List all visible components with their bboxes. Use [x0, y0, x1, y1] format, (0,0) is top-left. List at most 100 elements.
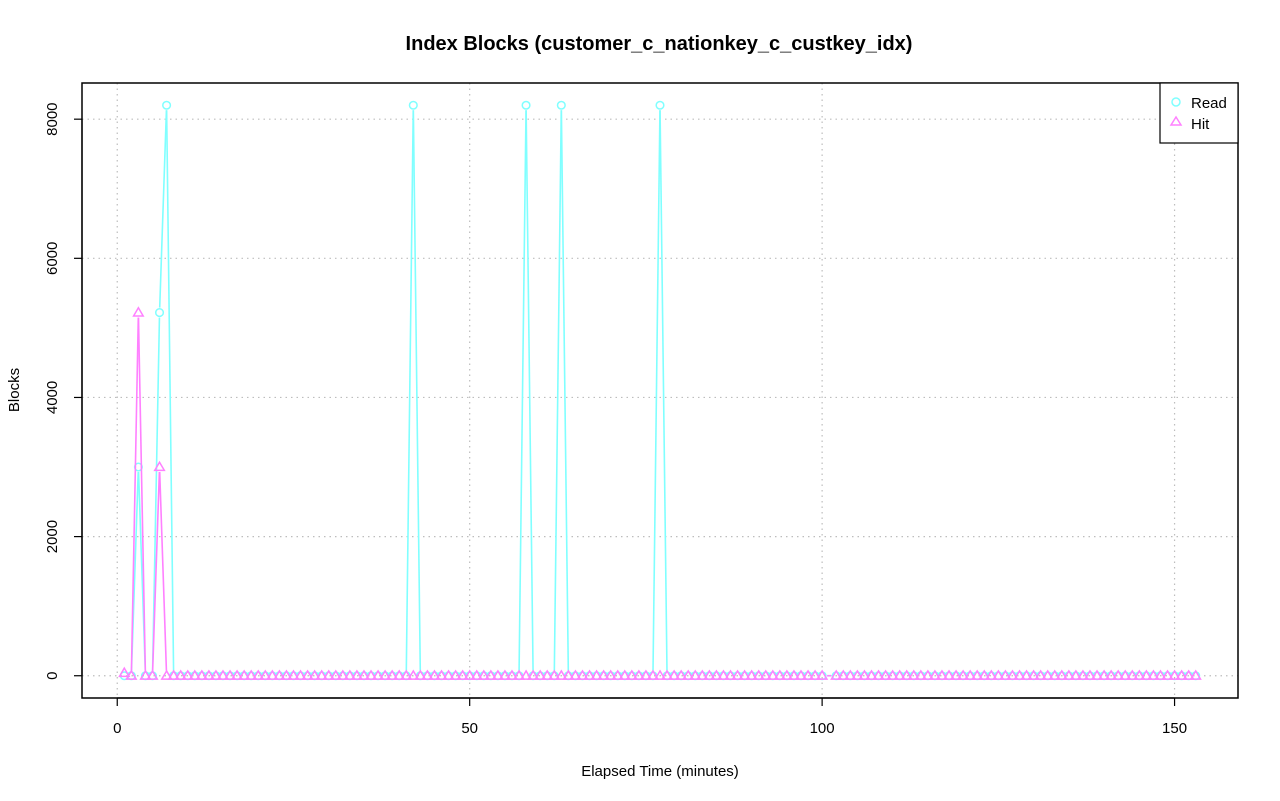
legend-read-marker	[1171, 97, 1181, 107]
series-segment	[130, 317, 140, 671]
data-point	[167, 669, 180, 680]
data-point	[858, 669, 871, 680]
legend-read-label: Read	[1191, 95, 1227, 112]
data-point	[449, 669, 462, 680]
data-point	[738, 669, 751, 680]
data-point	[745, 669, 758, 680]
data-point	[195, 669, 208, 680]
data-point	[245, 669, 258, 680]
data-point	[505, 669, 519, 680]
data-point	[1083, 669, 1097, 680]
data-point	[844, 669, 857, 680]
series-segment	[137, 317, 147, 671]
data-point	[576, 669, 589, 680]
data-point	[766, 669, 779, 680]
data-point	[865, 669, 878, 680]
data-point	[1062, 669, 1075, 680]
series-segment	[518, 110, 527, 671]
data-point	[1133, 669, 1146, 680]
data-point	[646, 669, 660, 680]
data-point	[308, 669, 321, 680]
data-point	[435, 669, 448, 680]
data-point	[266, 669, 279, 680]
series-segment	[151, 471, 161, 671]
series-segment	[405, 110, 415, 671]
data-point	[1140, 669, 1153, 680]
data-point	[1041, 669, 1054, 680]
data-point	[978, 669, 991, 680]
data-point	[928, 669, 942, 680]
data-point	[315, 669, 328, 680]
data-point	[717, 669, 730, 680]
data-point	[1119, 669, 1132, 680]
data-point	[216, 669, 230, 680]
data-point	[696, 669, 709, 680]
legend-hit-label: Hit	[1191, 116, 1210, 133]
x-tick-label: 150	[1162, 720, 1187, 737]
data-point	[1097, 669, 1111, 680]
data-point	[801, 669, 815, 680]
data-point	[343, 669, 356, 680]
data-point	[364, 669, 378, 680]
data-point	[534, 669, 547, 680]
data-point	[386, 669, 399, 680]
data-point	[498, 669, 512, 680]
data-point	[625, 669, 638, 680]
data-point	[230, 669, 244, 680]
data-point	[1069, 669, 1082, 680]
data-point	[259, 669, 272, 680]
data-point	[294, 669, 307, 680]
data-point	[407, 669, 420, 680]
data-point	[759, 669, 772, 680]
legend-box	[1159, 82, 1239, 144]
data-point	[223, 669, 237, 680]
y-tick-label: 6000	[44, 242, 61, 275]
data-point	[569, 669, 582, 680]
y-tick-label: 8000	[44, 102, 61, 135]
data-point	[484, 669, 497, 680]
x-tick-label: 50	[461, 720, 478, 737]
data-point	[350, 669, 364, 680]
data-point	[710, 669, 723, 680]
data-point	[590, 669, 603, 680]
data-point	[322, 669, 335, 680]
data-point	[780, 669, 793, 680]
data-point	[139, 669, 152, 680]
data-point	[209, 669, 223, 680]
data-point	[456, 669, 469, 680]
data-point	[133, 462, 143, 472]
series-layer	[118, 100, 1202, 681]
data-point	[655, 100, 665, 110]
data-point	[512, 669, 526, 680]
data-point	[378, 669, 392, 680]
data-point	[808, 669, 822, 680]
data-point	[1126, 669, 1139, 680]
x-tick-label: 0	[113, 720, 121, 737]
data-point	[639, 669, 653, 680]
series-segment	[553, 110, 563, 671]
data-point	[1090, 669, 1104, 680]
data-point	[181, 669, 194, 680]
data-point	[1055, 669, 1068, 680]
data-point	[1175, 669, 1188, 680]
data-point	[992, 669, 1005, 680]
data-point	[964, 669, 977, 680]
data-point	[1020, 669, 1033, 680]
data-point	[154, 308, 165, 318]
data-point	[301, 669, 314, 680]
data-point	[956, 669, 970, 680]
data-point	[153, 460, 166, 472]
data-point	[1013, 669, 1026, 680]
data-point	[371, 669, 385, 680]
data-point	[519, 669, 533, 680]
data-point	[408, 100, 418, 110]
data-point	[1034, 669, 1047, 680]
series-hit	[118, 306, 1202, 680]
data-point	[132, 306, 145, 317]
data-point	[794, 669, 808, 680]
data-point	[428, 669, 441, 680]
data-point	[442, 669, 455, 680]
data-point	[336, 669, 349, 680]
legend: Read Hit	[1159, 82, 1239, 144]
